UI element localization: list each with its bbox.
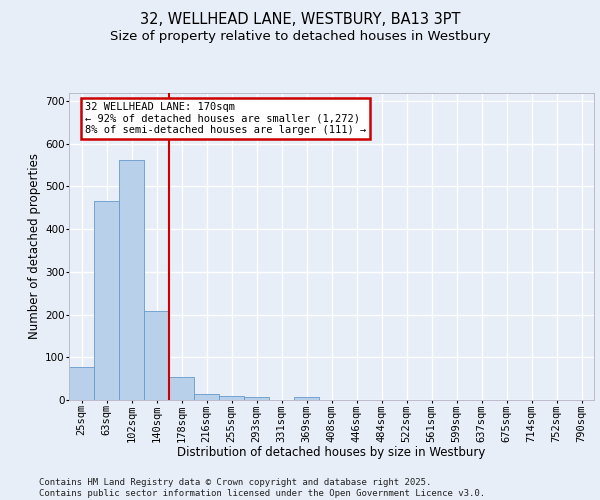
Bar xyxy=(144,311,169,400)
Bar xyxy=(169,376,194,400)
Bar xyxy=(294,396,319,400)
Y-axis label: Number of detached properties: Number of detached properties xyxy=(28,153,41,339)
Text: 32 WELLHEAD LANE: 170sqm
← 92% of detached houses are smaller (1,272)
8% of semi: 32 WELLHEAD LANE: 170sqm ← 92% of detach… xyxy=(85,102,366,135)
Bar xyxy=(219,396,244,400)
Bar xyxy=(69,366,94,400)
Bar xyxy=(119,160,144,400)
Bar xyxy=(194,394,219,400)
Text: Contains HM Land Registry data © Crown copyright and database right 2025.
Contai: Contains HM Land Registry data © Crown c… xyxy=(39,478,485,498)
Bar xyxy=(94,200,119,400)
Text: Size of property relative to detached houses in Westbury: Size of property relative to detached ho… xyxy=(110,30,490,43)
Bar xyxy=(244,396,269,400)
X-axis label: Distribution of detached houses by size in Westbury: Distribution of detached houses by size … xyxy=(178,446,485,459)
Text: 32, WELLHEAD LANE, WESTBURY, BA13 3PT: 32, WELLHEAD LANE, WESTBURY, BA13 3PT xyxy=(140,12,460,28)
